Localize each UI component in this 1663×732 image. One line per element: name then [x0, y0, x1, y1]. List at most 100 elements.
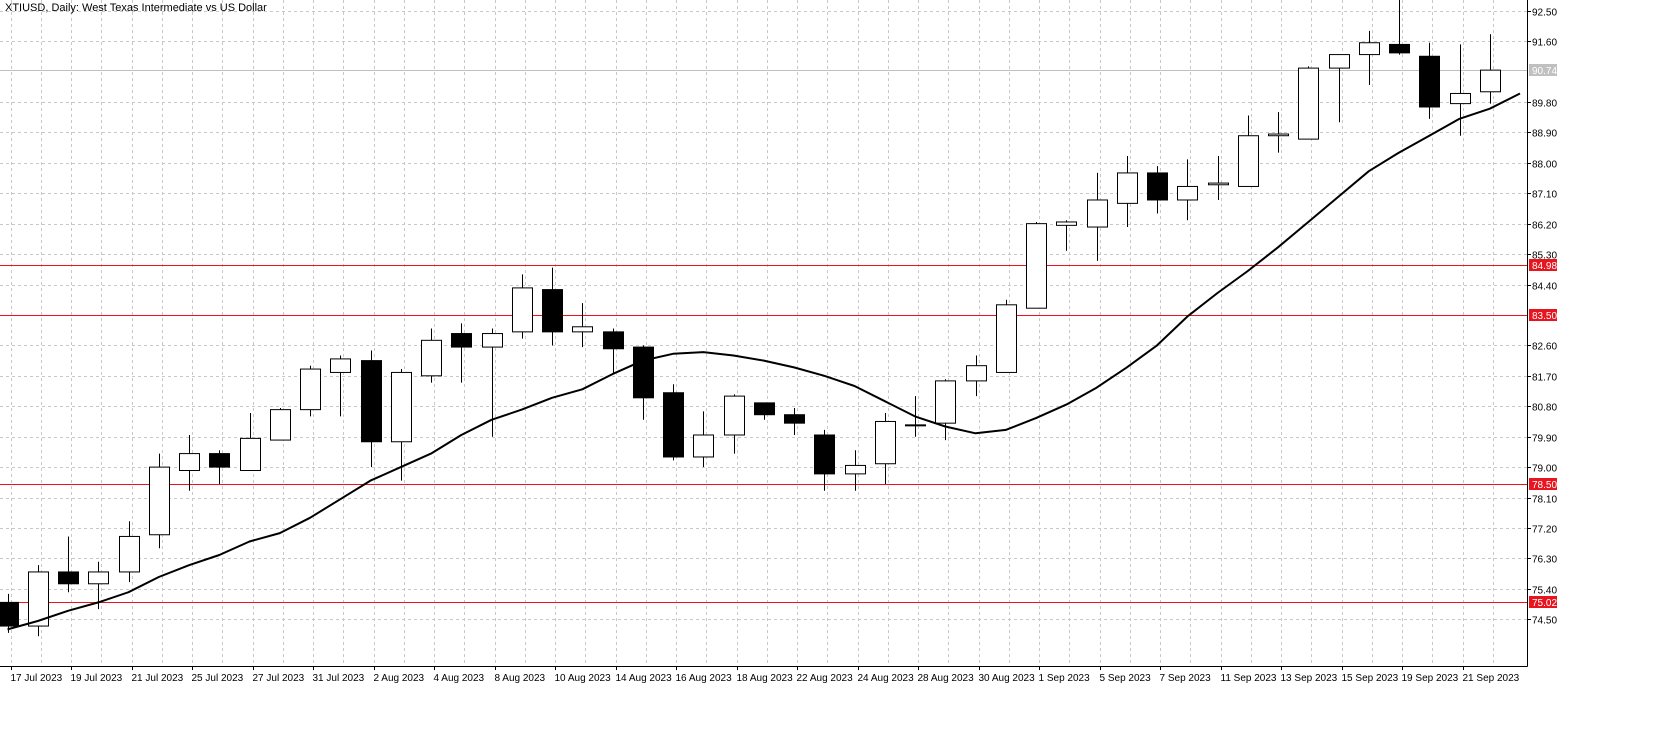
y-tick-label: 88.00	[1532, 160, 1557, 171]
candle-body-bull	[28, 571, 49, 627]
candle-body-bear	[1389, 43, 1410, 54]
x-tick-label: 25 Jul 2023	[192, 673, 244, 684]
candle	[240, 413, 261, 472]
candle	[451, 323, 472, 383]
y-tick-label: 84.40	[1532, 282, 1557, 293]
level-price-label: 78.50	[1532, 480, 1557, 491]
candle	[1238, 115, 1259, 187]
candle	[330, 355, 351, 417]
x-tick-label: 7 Sep 2023	[1160, 673, 1212, 684]
candle	[724, 394, 745, 454]
x-tick-label: 18 Aug 2023	[737, 673, 794, 684]
candle	[935, 379, 956, 441]
current-price-tag	[1529, 64, 1557, 76]
level-price-tag	[1529, 259, 1557, 271]
candle-body-bull	[391, 371, 412, 443]
y-tick-label: 77.20	[1532, 525, 1557, 536]
level-price-tag	[1529, 478, 1557, 490]
x-tick-label: 30 Aug 2023	[979, 673, 1036, 684]
x-tick-label: 4 Aug 2023	[434, 673, 485, 684]
candle-body-bear	[754, 402, 775, 416]
candle-body-bull	[905, 424, 926, 427]
candle-body-bear	[603, 331, 624, 350]
candle	[1419, 42, 1440, 119]
x-axis-ticks: 17 Jul 2023 19 Jul 2023 21 Jul 2023 25 Jul …	[11, 666, 1520, 684]
candle-body-bull	[270, 409, 291, 441]
y-tick-label: 78.10	[1532, 495, 1557, 506]
candle-body-bull	[421, 339, 442, 377]
candle	[572, 303, 593, 348]
candle-body-bear	[209, 453, 230, 468]
y-tick-label: 76.30	[1532, 555, 1557, 566]
candle	[814, 429, 835, 491]
y-tick-label: 81.70	[1532, 373, 1557, 384]
level-price-tag	[1529, 309, 1557, 321]
candle-body-bear	[663, 392, 684, 458]
level-price-tag	[1529, 596, 1557, 608]
x-tick-label: 31 Jul 2023	[313, 673, 365, 684]
y-tick-label: 79.90	[1532, 434, 1557, 445]
y-tick-label: 75.40	[1532, 586, 1557, 597]
candle	[28, 565, 49, 637]
candle-body-bear	[784, 414, 805, 424]
candle-body-bull	[966, 365, 987, 382]
x-tick-label: 11 Sep 2023	[1221, 673, 1277, 684]
candle	[633, 345, 654, 420]
candle-body-bear	[1419, 55, 1440, 108]
candle-body-bull	[724, 395, 745, 436]
candle	[693, 411, 714, 468]
candle	[209, 450, 230, 485]
candle	[966, 355, 987, 397]
candle	[421, 328, 442, 383]
candle	[754, 402, 775, 420]
grid-lines	[0, 0, 1527, 666]
candle-body-bear	[0, 601, 19, 627]
candle	[58, 536, 79, 593]
x-tick-label: 2 Aug 2023	[374, 673, 425, 684]
axes	[0, 0, 1528, 667]
candle-body-bull	[1026, 223, 1047, 309]
candle-body-bull	[512, 287, 533, 333]
candle	[0, 593, 19, 633]
candle-body-bear	[542, 289, 563, 333]
candle	[149, 453, 170, 549]
candle	[1117, 156, 1138, 228]
moving-average	[7, 92, 1521, 631]
x-tick-label: 1 Sep 2023	[1039, 673, 1091, 684]
y-tick-label: 82.60	[1532, 342, 1557, 353]
x-tick-label: 14 Aug 2023	[616, 673, 673, 684]
candle-body-bull	[88, 571, 109, 585]
x-tick-label: 24 Aug 2023	[858, 673, 915, 684]
candle	[1359, 30, 1380, 86]
y-tick-label: 86.20	[1532, 221, 1557, 232]
candle	[1450, 44, 1471, 136]
x-tick-label: 5 Sep 2023	[1100, 673, 1152, 684]
candle-body-bull	[149, 466, 170, 536]
y-axis-ticks: 92.50 91.60 89.80 88.90 88.00 87.10 86.20 85.30…	[1527, 8, 1557, 627]
candle	[179, 434, 200, 491]
level-price-label: 84.98	[1532, 261, 1557, 272]
candle	[996, 299, 1017, 373]
candle-body-bull	[1359, 42, 1380, 56]
x-tick-label: 27 Jul 2023	[253, 673, 305, 684]
candle	[119, 521, 140, 583]
candle	[845, 450, 866, 491]
candle-body-bull	[845, 464, 866, 475]
x-tick-label: 19 Jul 2023	[71, 673, 123, 684]
candle-body-bull	[935, 380, 956, 424]
x-tick-label: 10 Aug 2023	[555, 673, 612, 684]
candle	[1329, 54, 1350, 123]
candle	[1087, 172, 1108, 261]
y-tick-label: 80.80	[1532, 403, 1557, 414]
candle	[1389, 0, 1410, 55]
candle	[1056, 220, 1077, 251]
candle-body-bull	[179, 453, 200, 472]
level-price-label: 83.50	[1532, 311, 1557, 322]
moving-average-line	[7, 92, 1521, 631]
candle-body-bull	[1238, 135, 1259, 187]
candle	[1298, 66, 1319, 140]
candle-body-bull	[1329, 54, 1350, 69]
x-tick-label: 17 Jul 2023	[11, 673, 63, 684]
y-tick-label: 74.50	[1532, 616, 1557, 627]
candle	[1026, 221, 1047, 309]
